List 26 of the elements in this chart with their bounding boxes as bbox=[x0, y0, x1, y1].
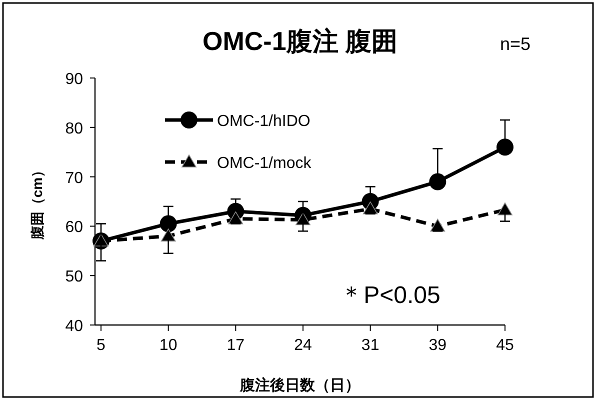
annotation: ＊P<0.05 bbox=[340, 282, 440, 309]
y-tick-label: 90 bbox=[65, 71, 84, 88]
y-tick-label: 40 bbox=[65, 318, 84, 335]
text: n=5 bbox=[500, 34, 531, 54]
point bbox=[160, 215, 177, 232]
x-tick-label: 45 bbox=[496, 337, 514, 354]
x-tick-label: 24 bbox=[294, 337, 312, 354]
x-tick-label: 10 bbox=[159, 337, 178, 354]
point bbox=[498, 202, 512, 216]
point bbox=[296, 212, 310, 226]
point bbox=[496, 138, 514, 156]
x-tick-label: 17 bbox=[226, 337, 245, 354]
legend-label: OMC-1/hIDO bbox=[217, 113, 310, 130]
x-tick-label: 31 bbox=[361, 337, 380, 354]
y-tick-label: 60 bbox=[65, 219, 84, 236]
legend-label: OMC-1/mock bbox=[217, 155, 312, 172]
point bbox=[160, 228, 176, 242]
x-tick-label: 39 bbox=[428, 337, 447, 354]
point bbox=[429, 173, 446, 190]
y-tick-label: 50 bbox=[65, 268, 84, 286]
chart-title: OMC-1腹注 腹囲 bbox=[202, 26, 398, 56]
y-axis-title: 腹囲（cm） bbox=[29, 163, 45, 241]
y-tick-label: 70 bbox=[65, 170, 84, 187]
x-tick-label: 5 bbox=[96, 337, 106, 354]
x-axis-title: 腹注後日数（日） bbox=[239, 376, 360, 394]
y-tick-label: 80 bbox=[65, 120, 84, 138]
